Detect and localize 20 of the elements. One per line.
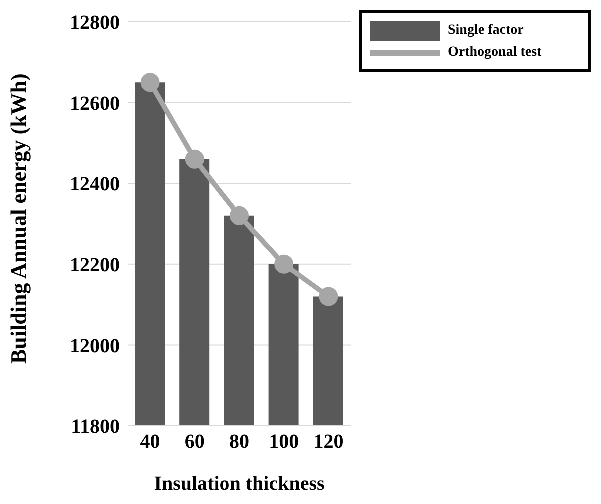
y-tick-label: 12200 — [70, 254, 120, 276]
point — [274, 254, 294, 274]
x-tick-label: 100 — [269, 431, 300, 454]
y-axis-title: Building Annual energy (kWh) — [6, 74, 31, 364]
x-axis-title: Insulation thickness — [154, 473, 326, 496]
point — [319, 287, 338, 306]
y-tick-label: 11800 — [71, 416, 120, 438]
point — [185, 150, 204, 169]
x-tick-label: 120 — [314, 431, 344, 454]
y-tick-label: 12400 — [70, 174, 120, 196]
legend-label: Orthogonal test — [448, 45, 542, 61]
point — [140, 73, 160, 92]
y-tick-label: 12000 — [70, 335, 120, 358]
x-tick-label: 40 — [140, 431, 160, 454]
y-tick-label: 12800 — [70, 12, 120, 34]
legend-label: Single factor — [448, 23, 524, 39]
x-tick-label: 60 — [184, 431, 205, 454]
y-tick-label: 12600 — [70, 92, 120, 115]
x-tick-label: 80 — [230, 431, 250, 454]
point — [230, 206, 249, 226]
